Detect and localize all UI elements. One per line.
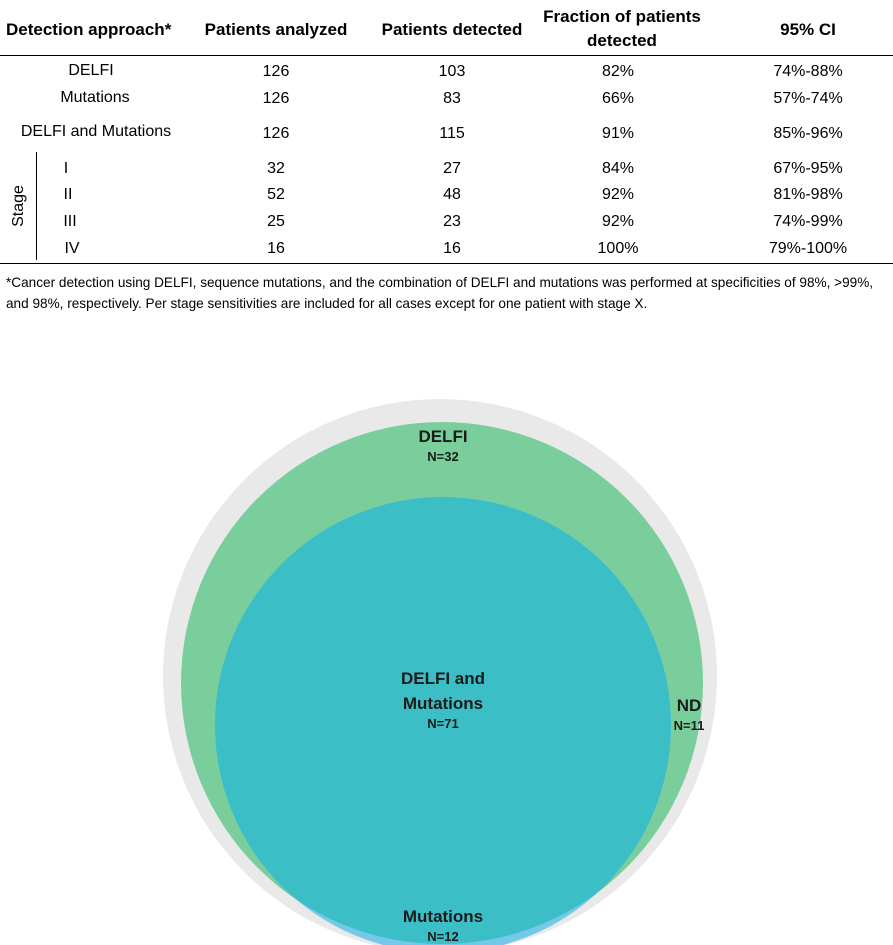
header-top-rule: [0, 55, 893, 56]
delfi-only-label: DELFI: [418, 427, 467, 446]
header-detection-approach: Detection approach*: [6, 20, 172, 39]
row-label: DELFI and Mutations: [20, 123, 172, 140]
not-detected-label: ND: [677, 696, 702, 715]
not-detected-count: N=11: [674, 718, 705, 733]
cell-analyzed: 25: [267, 213, 285, 230]
intersection-region: [215, 497, 671, 944]
cell-fraction: 92%: [601, 213, 635, 230]
cell-detected: 23: [443, 213, 461, 230]
cell-analyzed: 16: [267, 240, 285, 257]
cell-ci: 81%-98%: [773, 186, 843, 203]
cell-detected: 27: [443, 160, 461, 177]
cell-analyzed: 126: [262, 63, 290, 80]
mutations-only-label: Mutations: [403, 907, 483, 926]
cell-fraction: 92%: [601, 186, 635, 203]
cell-fraction: 84%: [601, 160, 635, 177]
stage-label: Stage: [10, 185, 27, 227]
cell-ci: 67%-95%: [773, 160, 843, 177]
cell-fraction: 100%: [597, 240, 639, 257]
cell-fraction: 82%: [601, 63, 635, 80]
row-label: III: [63, 213, 77, 230]
cell-analyzed: 126: [262, 125, 290, 142]
venn-diagram: DELFI N=32 DELFI and Mutations N=71 ND N…: [163, 399, 717, 945]
cell-detected: 48: [443, 186, 461, 203]
cell-analyzed: 32: [267, 160, 285, 177]
cell-detected: 115: [439, 125, 465, 142]
intersection-label-line1: DELFI and: [401, 669, 485, 688]
cell-detected: 103: [438, 63, 466, 80]
cell-ci: 57%-74%: [773, 90, 843, 107]
cell-detected: 16: [443, 240, 461, 257]
intersection-label-line2: Mutations: [403, 694, 483, 713]
cell-ci: 74%-99%: [773, 213, 843, 230]
row-label: IV: [64, 240, 80, 257]
cell-fraction: 66%: [601, 90, 635, 107]
row-label: II: [63, 186, 73, 203]
cell-analyzed: 52: [267, 186, 285, 203]
cell-fraction: 91%: [601, 125, 635, 142]
header-fraction-line2: detected: [587, 31, 657, 50]
mutations-only-count: N=12: [427, 929, 458, 944]
cell-ci: 74%-88%: [773, 63, 843, 80]
cell-analyzed: 126: [262, 90, 290, 107]
cell-ci: 85%-96%: [773, 125, 843, 142]
header-95-ci: 95% CI: [780, 20, 836, 39]
cell-ci: 79%-100%: [768, 240, 848, 257]
cell-detected: 83: [443, 90, 461, 107]
stage-bracket-line: [36, 152, 37, 260]
header-patients-detected: Patients detected: [381, 20, 523, 39]
row-label: DELFI: [68, 62, 114, 79]
header-fraction-line1: Fraction of patients: [543, 7, 701, 26]
header-patients-analyzed: Patients analyzed: [204, 20, 348, 39]
intersection-count: N=71: [427, 716, 458, 731]
header-fraction-detected: Fraction of patients detected: [532, 5, 712, 53]
row-label: Mutations: [60, 89, 130, 106]
delfi-only-count: N=32: [427, 449, 458, 464]
row-label: I: [63, 160, 69, 177]
table-bottom-rule: [0, 263, 893, 264]
footnote: *Cancer detection using DELFI, sequence …: [6, 275, 874, 311]
